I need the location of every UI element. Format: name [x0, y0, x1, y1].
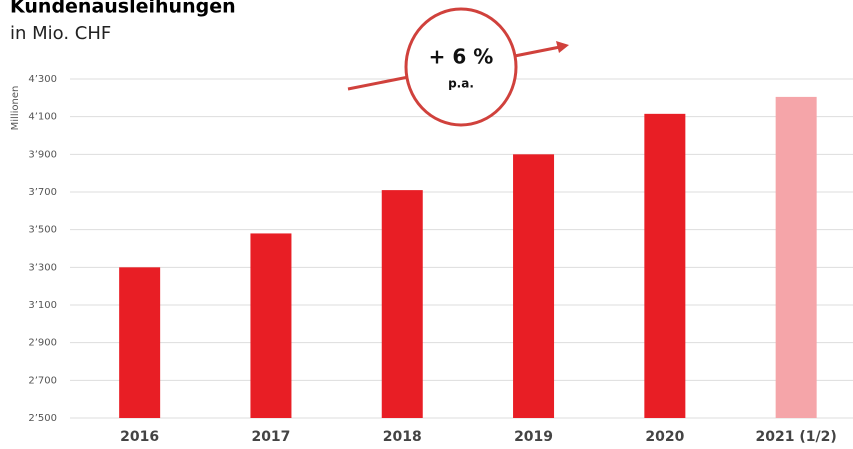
- y-tick-label: 3’900: [28, 149, 57, 160]
- y-tick-label: 4’100: [28, 112, 57, 123]
- bar: [775, 96, 817, 419]
- x-tick-label: 2018: [383, 429, 422, 445]
- annotation-subtext: p.a.: [448, 77, 474, 91]
- y-tick-label: 3’700: [28, 187, 57, 198]
- annotation: + 6 % p.a.: [347, 7, 569, 127]
- y-tick-label: 2’700: [28, 375, 57, 386]
- y-tick-label: 2’900: [28, 338, 57, 349]
- bar: [119, 267, 161, 418]
- y-tick-label: 3’300: [28, 262, 57, 273]
- chart-title: Kundenausleihungen: [10, 0, 236, 18]
- y-tick-label: 2’500: [28, 413, 57, 424]
- y-tick-label: 4’300: [28, 74, 57, 85]
- annotation-text: + 6 %: [429, 45, 494, 69]
- y-tick-label: 3’500: [28, 225, 57, 236]
- x-tick-label: 2021 (1/2): [756, 429, 837, 445]
- plot-area: 2’500 2’700 2’900 3’100 3’300 3’500 3’700 3’900…: [28, 74, 853, 445]
- chart-subtitle: in Mio. CHF: [10, 23, 111, 44]
- y-axis-label: Millionen: [10, 86, 21, 131]
- x-tick-label: 2020: [645, 429, 684, 445]
- bar: [381, 190, 423, 418]
- x-tick-label: 2017: [251, 429, 290, 445]
- x-tick-label: 2016: [120, 429, 159, 445]
- annotation-circle: [404, 7, 518, 127]
- y-tick-label: 3’100: [28, 300, 57, 311]
- bar: [250, 233, 292, 418]
- x-tick-label: 2019: [514, 429, 553, 445]
- bar: [513, 154, 555, 419]
- bar: [644, 113, 686, 418]
- arrow-head: [556, 41, 569, 53]
